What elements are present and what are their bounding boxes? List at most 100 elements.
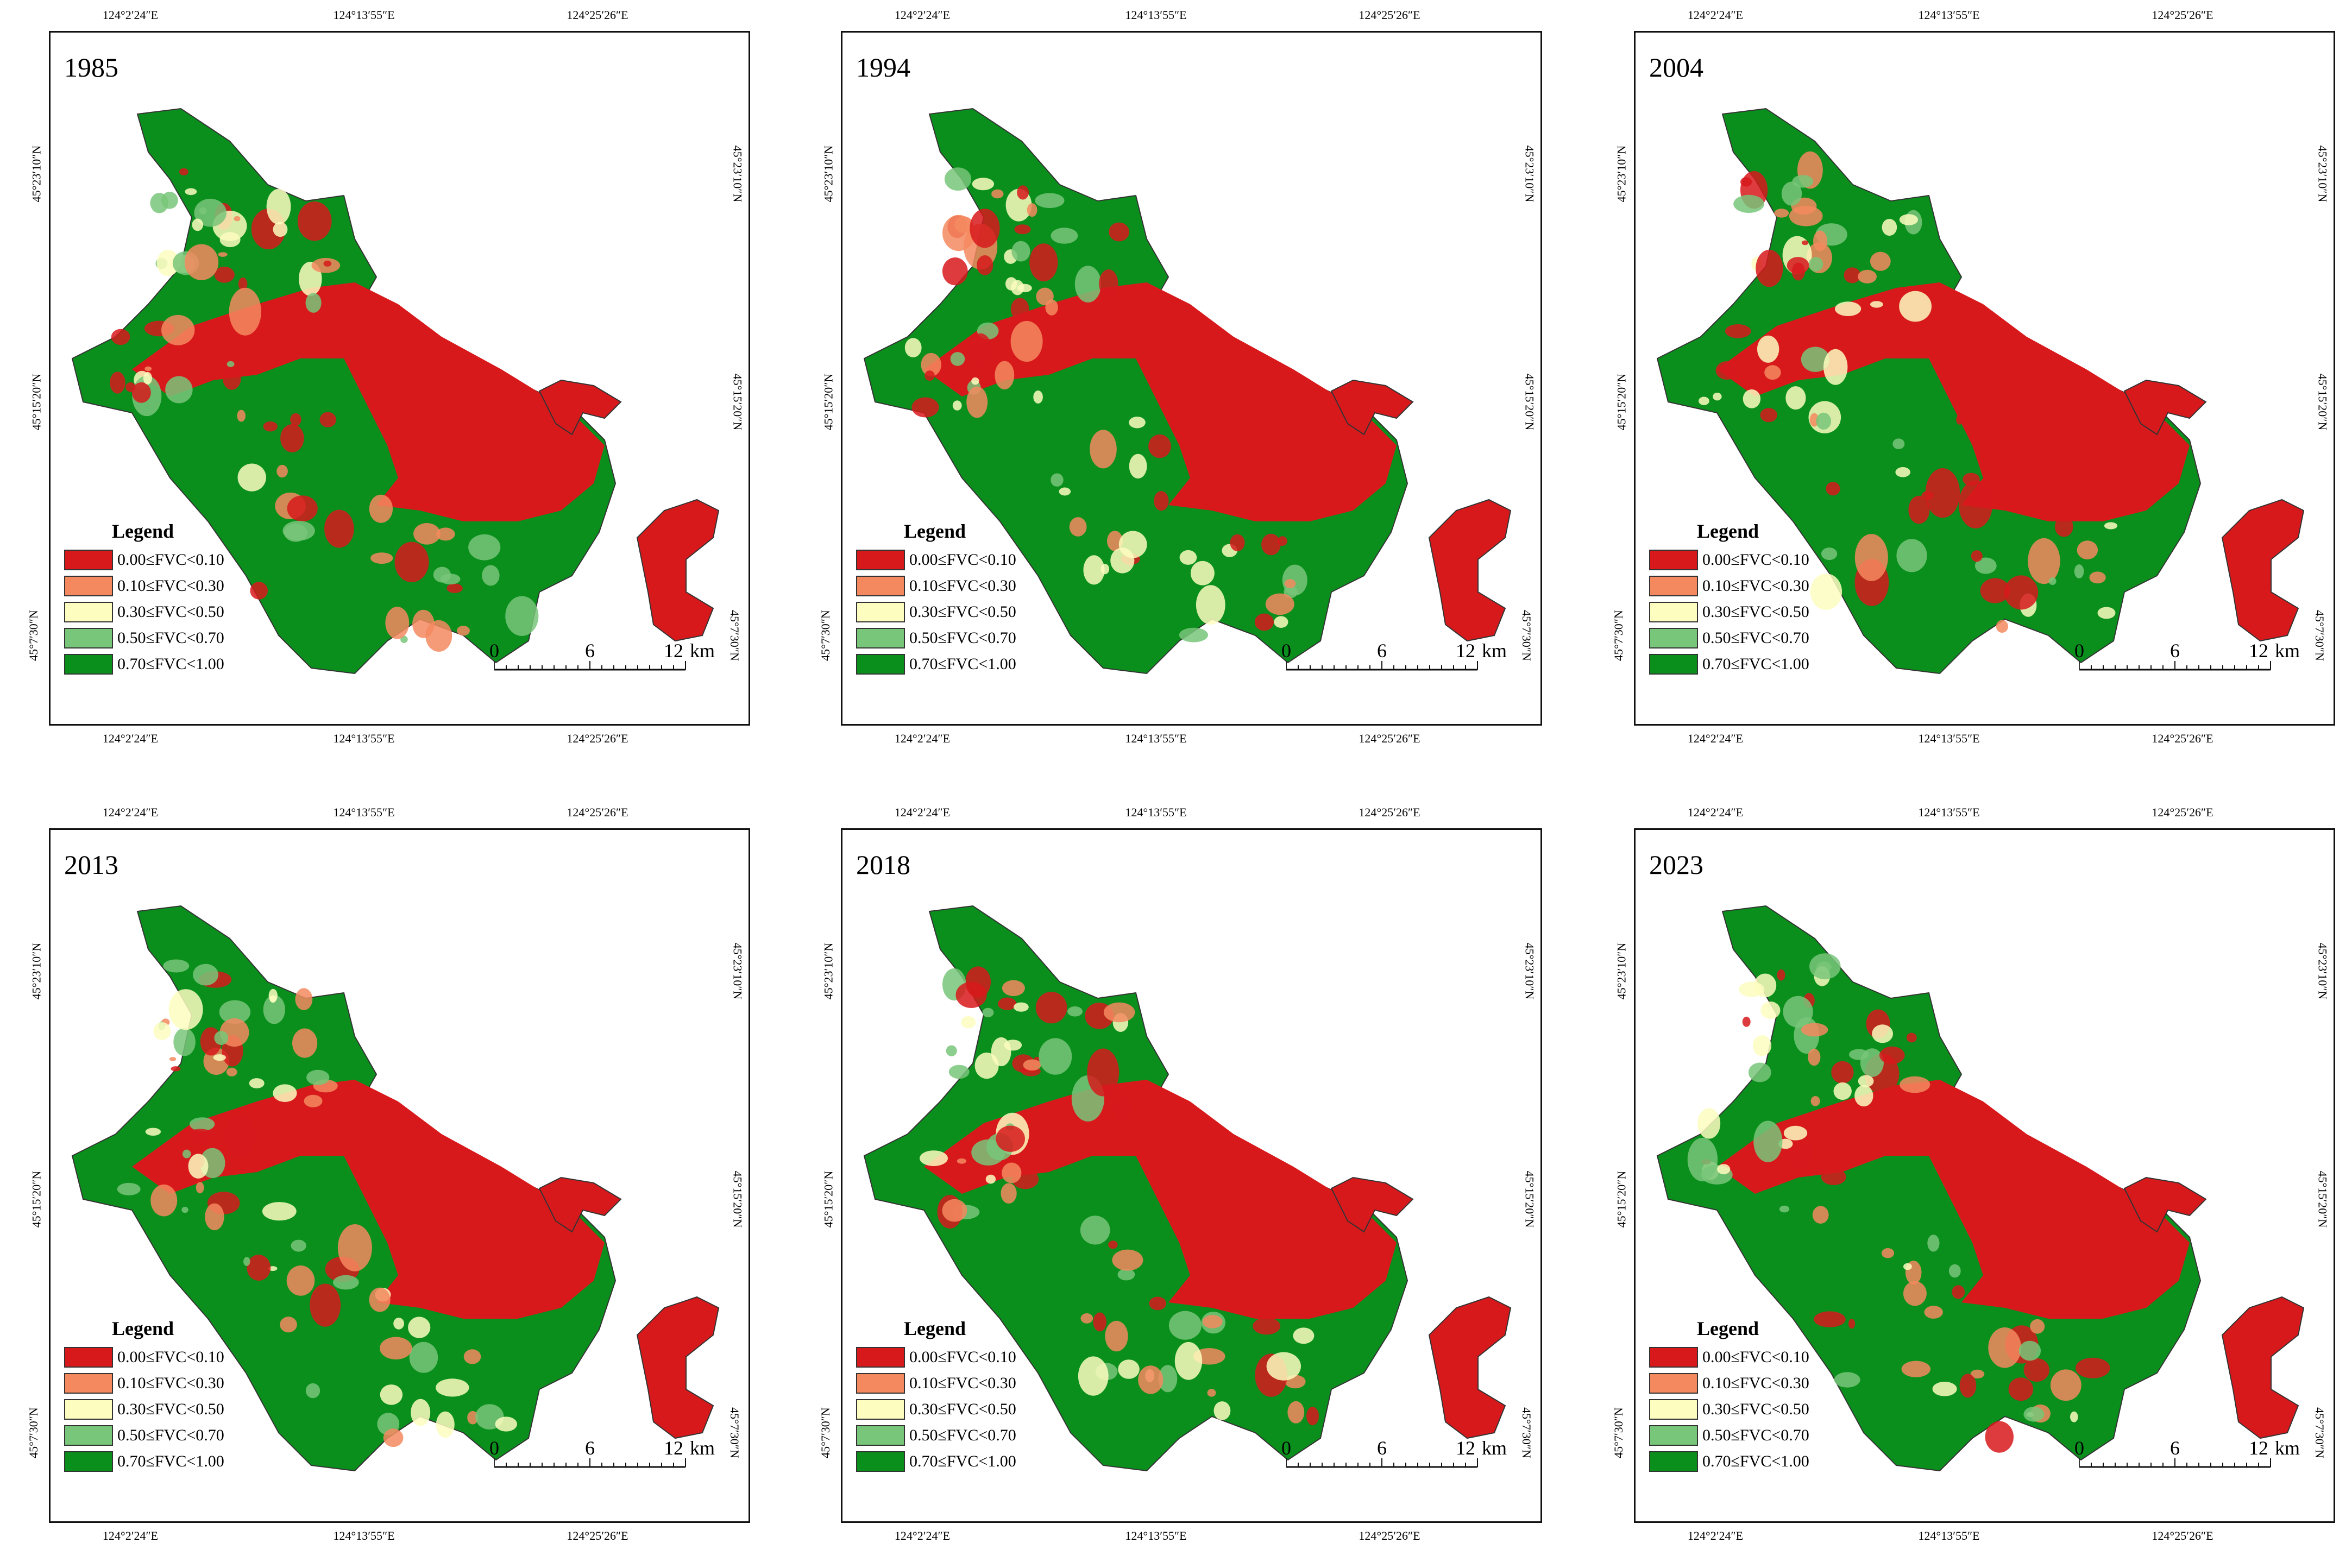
fvc-patch [1970, 1369, 1985, 1378]
fvc-patch [1108, 1240, 1118, 1249]
lon-label-bottom: 124°13′55″E [1918, 732, 1980, 745]
lake-area [1717, 282, 2305, 642]
lon-label-bottom: 124°25′26″E [2152, 732, 2213, 745]
fvc-patch [205, 1203, 224, 1231]
fvc-patch [1284, 579, 1296, 588]
fvc-patch [213, 1054, 226, 1061]
scale-ruler [2079, 661, 2271, 671]
fvc-patch [1810, 574, 1842, 610]
scale-ruler [2079, 1458, 2271, 1468]
fvc-patch [413, 523, 441, 545]
legend-label: 0.70≤FVC<1.00 [117, 1452, 224, 1470]
fvc-patch [168, 989, 203, 1030]
fvc-patch [169, 1057, 177, 1061]
fvc-patch [225, 1116, 255, 1158]
fvc-patch [1697, 1108, 1721, 1139]
fvc-patch [173, 1028, 196, 1056]
fvc-patch [1005, 277, 1017, 291]
legend-swatch [64, 576, 113, 596]
fvc-patch [1844, 267, 1861, 284]
fvc-patch [467, 1410, 479, 1425]
fvc-patch [1826, 482, 1840, 496]
fvc-patch [1029, 243, 1058, 282]
fvc-patch [295, 988, 313, 1010]
lon-label-top: 124°2′24″E [102, 805, 159, 819]
fvc-patches [920, 966, 1319, 1426]
fvc-patch [219, 1000, 251, 1024]
fvc-patch [1010, 298, 1029, 320]
fvc-patches [1687, 953, 2110, 1453]
map-canvas [863, 108, 1512, 675]
fvc-patch [2028, 538, 2060, 584]
fvc-patch [393, 1318, 404, 1330]
lon-label-top: 124°2′24″E [1687, 8, 1744, 22]
lon-label-top: 124°2′24″E [1687, 805, 1744, 819]
map-canvas [71, 108, 720, 675]
fvc-patch [2023, 1358, 2049, 1382]
fvc-patch [214, 267, 235, 283]
fvc-patch [188, 1154, 209, 1179]
fvc-patch [1103, 1002, 1135, 1023]
map-canvas [71, 905, 720, 1472]
fvc-patch [268, 988, 278, 1003]
lon-label-bottom: 124°2′24″E [1687, 732, 1744, 745]
fvc-patch [1202, 1315, 1223, 1328]
fvc-patch [186, 1129, 216, 1145]
fvc-patch [1808, 1048, 1821, 1066]
fvc-patch [319, 412, 336, 427]
fvc-patch [2004, 575, 2039, 610]
fvc-patch [2050, 1369, 2081, 1401]
fvc-patch [1174, 1342, 1203, 1380]
fvc-patch [1261, 533, 1281, 556]
fvc-patch [247, 1255, 271, 1281]
fvc-patch [1190, 561, 1215, 585]
scale-ruler [494, 661, 686, 671]
fvc-patch [1051, 228, 1078, 244]
fvc-patch [1879, 1046, 1905, 1065]
fvc-patch [2077, 540, 2098, 559]
fvc-patch [1958, 480, 1993, 528]
scale-unit: km [690, 640, 715, 662]
legend-swatch [64, 1451, 113, 1472]
fvc-patch [1753, 1120, 1783, 1162]
lat-label-left: 45°15′20″N [1614, 1170, 1628, 1228]
fvc-patch [2097, 607, 2116, 619]
legend-swatch [856, 628, 905, 648]
fvc-patch [1921, 491, 1934, 500]
fvc-patch [1870, 251, 1891, 271]
scale-label: 12 [1456, 1437, 1475, 1459]
fvc-patch [181, 1206, 188, 1213]
fvc-patch [1107, 531, 1123, 551]
fvc-patch [1265, 593, 1294, 615]
lon-label-bottom: 124°2′24″E [894, 732, 951, 745]
fvc-patches [904, 167, 1307, 643]
fvc-patch [1148, 434, 1171, 458]
scale-label: 6 [1377, 1437, 1387, 1459]
fvc-patch [1779, 1205, 1790, 1213]
fvc-patch [324, 509, 354, 548]
fvc-patch [263, 995, 285, 1024]
lat-label-left: 45°7′30″N [818, 610, 832, 661]
fvc-patch [1834, 1372, 1860, 1388]
fvc-patch [1848, 1319, 1856, 1329]
legend-item: 0.00≤FVC<0.10 [856, 547, 1016, 573]
fvc-patch [110, 371, 125, 394]
scale-bar: 0 6 12 km [2074, 1437, 2300, 1480]
fvc-patch [1100, 564, 1110, 575]
lake-area [1717, 1080, 2305, 1439]
legend-swatch [1649, 550, 1698, 570]
fvc-patch [1783, 1125, 1808, 1141]
scale-label: 12 [2249, 640, 2268, 662]
map-frame [49, 31, 750, 726]
legend-item: 0.70≤FVC<1.00 [856, 651, 1016, 677]
panel-year: 1985 [64, 52, 118, 83]
legend-label: 0.10≤FVC<0.30 [909, 1374, 1016, 1392]
scale-ruler [1286, 1458, 1478, 1468]
legend-swatch [1649, 1347, 1698, 1368]
fvc-patch [1801, 240, 1809, 245]
scale-label: 12 [664, 1437, 683, 1459]
fvc-patch [463, 1349, 481, 1364]
fvc-patch [1158, 1365, 1178, 1393]
lat-label-right: 45°7′30″N [2312, 1407, 2326, 1458]
fvc-patch [2089, 571, 2106, 584]
